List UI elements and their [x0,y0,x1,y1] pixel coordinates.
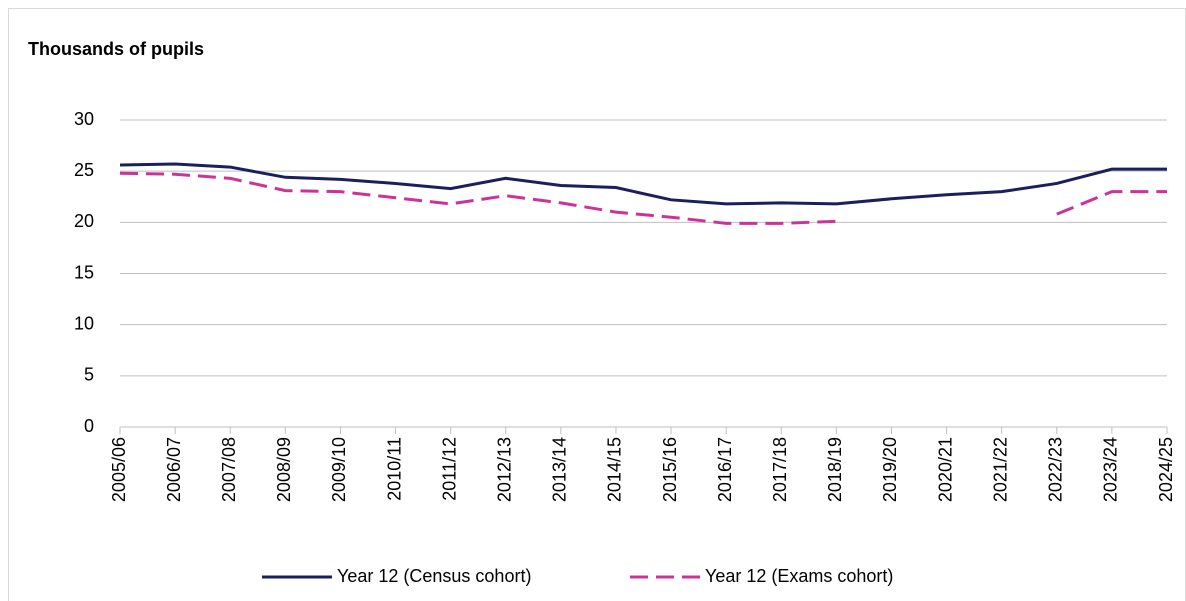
x-tick-label: 2009/10 [329,437,349,502]
x-tick-label: 2021/22 [990,437,1010,502]
x-tick-label: 2015/16 [660,437,680,502]
legend-label: Year 12 (Exams cohort) [705,566,893,586]
series-line [119,162,1167,206]
x-tick-label: 2019/20 [880,437,900,502]
y-tick-label: 20 [74,211,94,231]
x-tick-label: 2020/21 [935,437,955,502]
chart-frame [8,8,1186,601]
x-tick-label: 2016/17 [715,437,735,502]
legend-label: Year 12 (Census cohort) [337,566,531,586]
y-tick-label: 10 [74,313,94,333]
y-tick-label: 0 [84,416,94,436]
x-tick-label: 2011/12 [439,437,459,501]
x-tick-label: 2018/19 [825,437,845,502]
x-tick-label: 2024/25 [1156,437,1176,502]
x-tick-label: 2008/09 [274,437,294,502]
y-axis-label: Thousands of pupils [28,39,204,59]
series-line [119,171,1167,225]
x-tick-label: 2006/07 [164,437,184,502]
x-tick-label: 2005/06 [109,437,129,502]
y-tick-label: 5 [84,365,94,385]
x-tick-label: 2017/18 [770,437,790,502]
x-tick-label: 2022/23 [1046,437,1066,502]
x-tick-label: 2010/11 [384,437,404,501]
x-tick-label: 2013/14 [550,437,570,502]
x-tick-label: 2007/08 [219,437,239,502]
x-tick-label: 2023/24 [1101,437,1121,502]
x-tick-label: 2012/13 [494,437,514,502]
y-tick-label: 25 [74,160,94,180]
y-tick-label: 15 [74,262,94,282]
y-tick-label: 30 [74,109,94,129]
x-tick-label: 2014/15 [605,437,625,502]
